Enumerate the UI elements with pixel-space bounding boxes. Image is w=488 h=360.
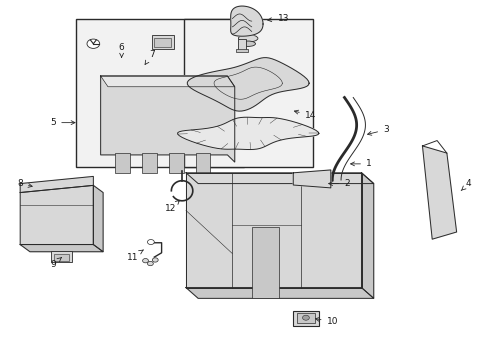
Polygon shape (185, 288, 373, 298)
Polygon shape (20, 244, 103, 252)
Polygon shape (20, 176, 93, 193)
Circle shape (142, 258, 148, 263)
Bar (183, 19, 312, 167)
Text: 10: 10 (315, 317, 337, 326)
Bar (51, 251, 72, 262)
Text: 7: 7 (145, 50, 154, 64)
Polygon shape (101, 76, 234, 162)
Text: 3: 3 (367, 125, 388, 135)
Bar (195, 153, 210, 173)
Text: 4: 4 (460, 179, 470, 190)
Text: 12: 12 (164, 201, 179, 213)
Bar (152, 35, 173, 49)
Polygon shape (187, 58, 308, 111)
Circle shape (302, 315, 309, 320)
Bar (54, 253, 69, 261)
Bar (293, 311, 318, 325)
Bar (115, 153, 130, 173)
Text: 14: 14 (294, 110, 315, 120)
Polygon shape (101, 76, 234, 87)
Polygon shape (185, 173, 373, 184)
Polygon shape (361, 173, 373, 298)
Bar (154, 39, 171, 47)
Text: 6: 6 (119, 43, 124, 58)
Bar (168, 153, 183, 173)
Polygon shape (230, 6, 263, 36)
Text: 11: 11 (126, 250, 143, 262)
Text: 2: 2 (328, 179, 349, 188)
Polygon shape (20, 185, 93, 244)
Ellipse shape (241, 41, 255, 46)
Bar (297, 313, 314, 323)
Bar (76, 19, 244, 167)
Text: 9: 9 (50, 257, 61, 269)
Circle shape (147, 261, 153, 266)
Circle shape (87, 39, 100, 48)
Text: 1: 1 (350, 159, 371, 168)
Text: 5: 5 (50, 118, 75, 127)
Bar (142, 153, 157, 173)
Circle shape (147, 239, 154, 244)
Polygon shape (93, 185, 103, 252)
Ellipse shape (238, 35, 257, 42)
Polygon shape (293, 170, 330, 188)
Text: 8: 8 (17, 179, 32, 188)
Circle shape (152, 258, 158, 262)
Polygon shape (177, 117, 318, 149)
Bar (251, 226, 278, 298)
Polygon shape (422, 146, 456, 239)
Polygon shape (185, 173, 361, 288)
Text: 13: 13 (267, 14, 289, 23)
Bar (238, 40, 245, 51)
Bar (236, 49, 247, 52)
